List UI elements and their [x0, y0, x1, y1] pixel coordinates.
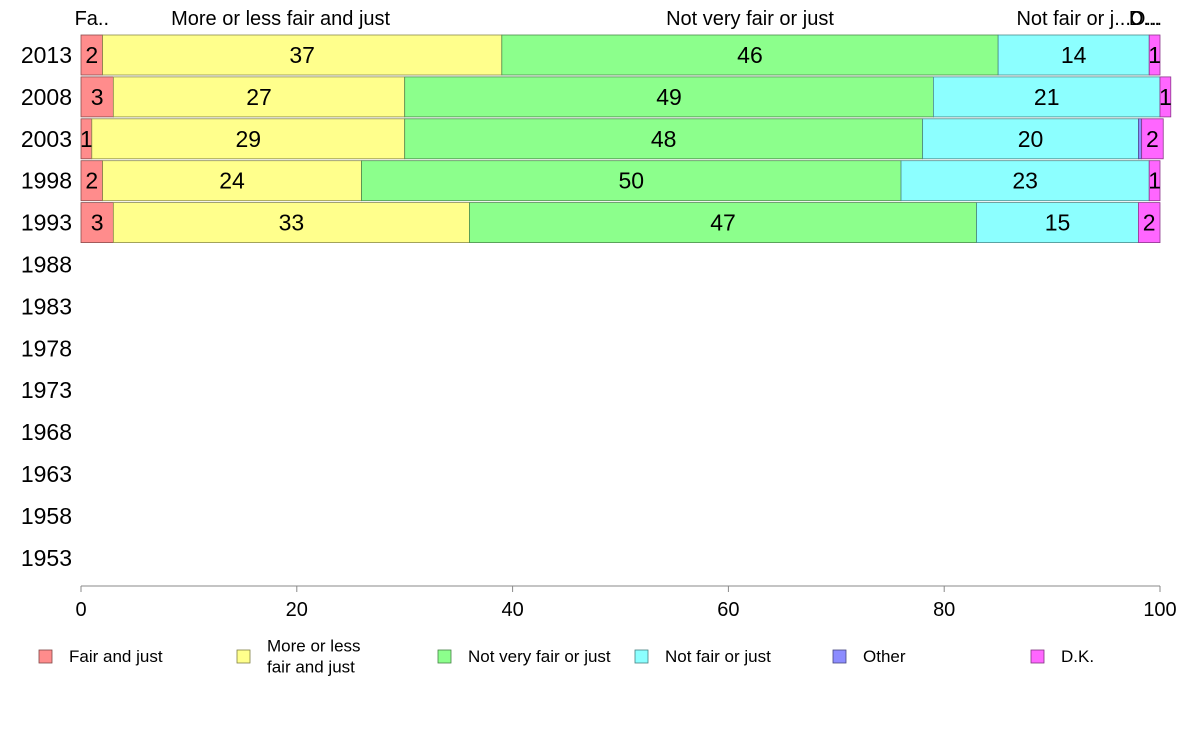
bar-value-label: 46 — [737, 42, 763, 68]
bar-value-label: 33 — [279, 210, 305, 236]
bar-segment-2013-3 — [997, 34, 1150, 76]
bar-segment-1998-1 — [102, 160, 362, 202]
bar-value-label: 21 — [1034, 84, 1060, 110]
legend-swatch — [832, 649, 847, 664]
bar-segment-2008-2 — [404, 76, 934, 118]
top-label-2: Not very fair or just — [666, 8, 834, 30]
bar-value-label: 2 — [1143, 210, 1156, 236]
bar-segment-1993-5 — [1138, 202, 1161, 244]
top-label-3: Not fair or j... — [1016, 8, 1130, 30]
legend-label: Fair and just — [69, 647, 163, 666]
bar-value-label: 20 — [1018, 126, 1044, 152]
bar-segment-1993-0 — [80, 202, 114, 244]
legend-label: Not very fair or just — [468, 647, 611, 666]
bar-value-label: 2 — [85, 168, 98, 194]
legend-label: Not fair or just — [665, 647, 771, 666]
top-labels: Fa.. More or less fair and just Not very f… — [75, 8, 1163, 30]
top-label-4: O... — [1130, 8, 1162, 30]
bar-value-label: 1 — [80, 126, 93, 152]
legend-label: More or less — [267, 637, 361, 656]
year-labels: 2013 2008 2003 1998 1993 1988 1983 1978 1973 1968… — [21, 42, 72, 571]
x-tick-label-0: 0 — [75, 599, 86, 621]
bar-segment-1993-2 — [469, 202, 977, 244]
bar-value-label: 29 — [235, 126, 261, 152]
year-label-2013: 2013 — [21, 42, 72, 68]
year-label-1953: 1953 — [21, 545, 72, 571]
bar-segment-1993-3 — [976, 202, 1139, 244]
bar-segment-1998-5 — [1148, 160, 1161, 202]
x-tick-label-40: 40 — [501, 599, 523, 621]
year-label-1988: 1988 — [21, 252, 72, 278]
x-tick-label-100: 100 — [1143, 599, 1176, 621]
bar-value-label: 3 — [91, 210, 104, 236]
legend-label: fair and just — [267, 658, 355, 677]
year-label-2003: 2003 — [21, 126, 72, 152]
year-label-1993: 1993 — [21, 210, 72, 236]
legend-swatch — [634, 649, 649, 664]
bar-segment-2003-1 — [91, 118, 406, 160]
year-label-1963: 1963 — [21, 461, 72, 487]
bar-value-label: 1 — [1148, 42, 1161, 68]
year-label-1983: 1983 — [21, 293, 72, 319]
legend-swatch — [236, 649, 251, 664]
legend-label: D.K. — [1061, 647, 1094, 666]
bar-segment-2003-2 — [404, 118, 924, 160]
x-tick-label-60: 60 — [717, 599, 739, 621]
bar-value-label: 27 — [246, 84, 272, 110]
bar-segment-2013-1 — [102, 34, 503, 76]
year-label-1968: 1968 — [21, 419, 72, 445]
year-label-1978: 1978 — [21, 335, 72, 361]
bar-value-label: 37 — [289, 42, 315, 68]
year-label-1998: 1998 — [21, 168, 72, 194]
bar-value-label: 24 — [219, 168, 245, 194]
bar-segment-2003-4 — [1138, 118, 1143, 160]
bar-segment-2003-3 — [922, 118, 1139, 160]
year-label-1958: 1958 — [21, 503, 72, 529]
bar-segment-1993-1 — [112, 202, 470, 244]
x-axis: 0 20 40 60 80 100 — [75, 585, 1177, 621]
bar-value-label: 50 — [618, 168, 644, 194]
bar-value-label: 47 — [710, 210, 736, 236]
bar-value-label: 49 — [656, 84, 682, 110]
bar-value-label: 3 — [91, 84, 104, 110]
bar-value-label: 23 — [1012, 168, 1038, 194]
year-label-2008: 2008 — [21, 84, 72, 110]
top-label-0: Fa.. — [75, 8, 109, 30]
legend-label: Other — [863, 647, 906, 666]
bar-segment-2003-5 — [1141, 118, 1164, 160]
legend-swatch — [1030, 649, 1045, 664]
bar-segment-1998-3 — [900, 160, 1150, 202]
bar-value-label: 14 — [1061, 42, 1087, 68]
legend-swatch — [38, 649, 53, 664]
bar-segment-2008-3 — [933, 76, 1161, 118]
bar-segment-2008-1 — [112, 76, 406, 118]
bar-value-label: 15 — [1045, 210, 1071, 236]
bar-segment-2013-5 — [1148, 34, 1161, 76]
bar-value-label: 1 — [1148, 168, 1161, 194]
bar-segment-2008-5 — [1159, 76, 1172, 118]
x-tick-label-80: 80 — [933, 599, 955, 621]
bar-value-label: 2 — [85, 42, 98, 68]
bar-segment-1998-2 — [361, 160, 902, 202]
bar-value-label: 48 — [651, 126, 677, 152]
legend-swatch — [437, 649, 452, 664]
bar-value-label: 2 — [1146, 126, 1159, 152]
top-label-5: D... — [1129, 8, 1160, 30]
year-label-1973: 1973 — [21, 377, 72, 403]
bar-value-label: 1 — [1159, 84, 1172, 110]
bars: 2 37 46 14 13 27 49 21 11 29 48 20 22 24 50 23 13 33 47 15 2 — [80, 34, 1172, 244]
legend: Fair and just More or less fair and just No… — [38, 637, 1094, 677]
x-tick-label-20: 20 — [286, 599, 308, 621]
top-label-1: More or less fair and just — [171, 8, 390, 30]
